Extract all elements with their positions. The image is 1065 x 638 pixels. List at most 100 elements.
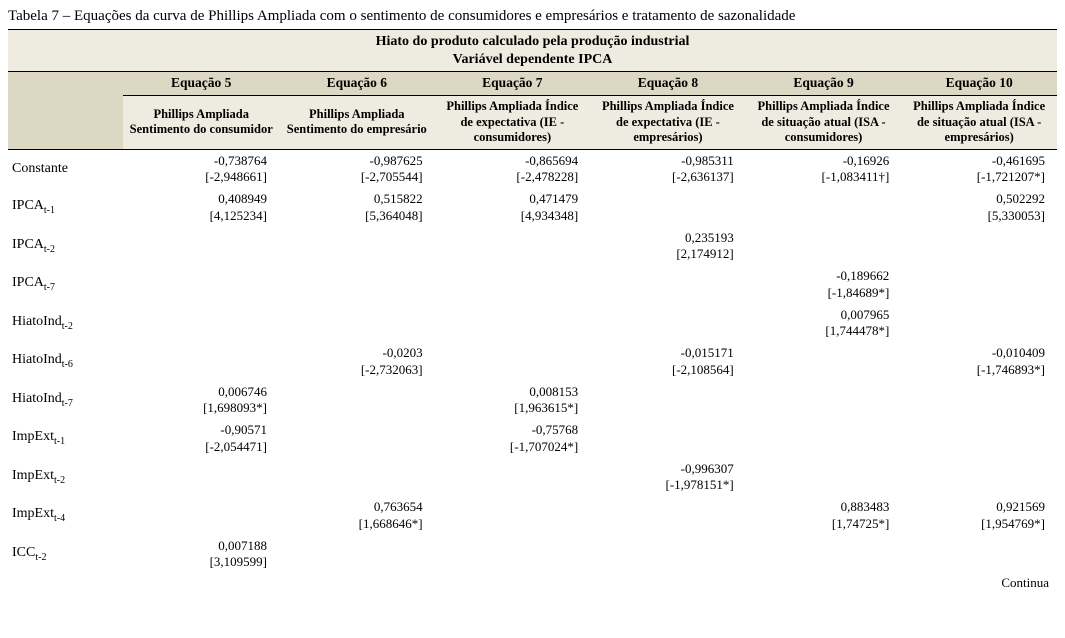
value-cell — [279, 458, 435, 497]
table-row: IPCAt-7 -0,189662[-1,84689*] — [8, 265, 1057, 304]
value-cell — [746, 381, 902, 420]
eq-header-6: Equação 6 — [279, 72, 435, 96]
value-cell — [435, 535, 591, 574]
value-cell — [123, 458, 279, 497]
value-cell — [123, 342, 279, 381]
value-cell — [435, 342, 591, 381]
eq-header-7: Equação 7 — [435, 72, 591, 96]
top-header-line2: Variável dependente IPCA — [453, 52, 613, 67]
value-cell: 0,883483[1,74725*] — [746, 496, 902, 535]
value-cell: 0,763654[1,668646*] — [279, 496, 435, 535]
value-cell: -0,015171[-2,108564] — [590, 342, 746, 381]
table-row: HiatoIndt-6 -0,0203[-2,732063] -0,015171[-… — [8, 342, 1057, 381]
value-cell — [901, 535, 1057, 574]
phillips-table: Hiato do produto calculado pela produção… — [8, 29, 1057, 573]
value-cell — [123, 227, 279, 266]
value-cell: 0,471479[4,934348] — [435, 188, 591, 227]
eq-sub-7: Phillips Ampliada Índice de expectativa … — [435, 95, 591, 149]
value-cell: 0,235193[2,174912] — [590, 227, 746, 266]
value-cell — [435, 496, 591, 535]
value-cell — [590, 381, 746, 420]
value-cell — [746, 188, 902, 227]
table-body: Constante-0,738764[-2,948661]-0,987625[-… — [8, 149, 1057, 573]
top-header: Hiato do produto calculado pela produção… — [8, 30, 1057, 72]
eq-header-8: Equação 8 — [590, 72, 746, 96]
value-cell: 0,007965[1,744478*] — [746, 304, 902, 343]
value-cell: 0,008153[1,963615*] — [435, 381, 591, 420]
value-cell — [590, 304, 746, 343]
value-cell — [279, 419, 435, 458]
value-cell: -0,0203[-2,732063] — [279, 342, 435, 381]
continua-label: Continua — [8, 575, 1057, 591]
eq-sub-6: Phillips Ampliada Sentimento do empresár… — [279, 95, 435, 149]
value-cell: -0,189662[-1,84689*] — [746, 265, 902, 304]
value-cell: 0,408949[4,125234] — [123, 188, 279, 227]
table-row: HiatoIndt-70,006746[1,698093*] 0,008153[1… — [8, 381, 1057, 420]
table-row: ImpExtt-4 0,763654[1,668646*] 0,883483[1,7… — [8, 496, 1057, 535]
value-cell — [435, 458, 591, 497]
value-cell — [279, 227, 435, 266]
value-cell — [590, 419, 746, 458]
value-cell: -0,16926[-1,083411†] — [746, 149, 902, 188]
value-cell: 0,515822[5,364048] — [279, 188, 435, 227]
eq-sub-10: Phillips Ampliada Índice de situação atu… — [901, 95, 1057, 149]
table-row: ICCt-20,007188[3,109599] — [8, 535, 1057, 574]
table-caption: Tabela 7 – Equações da curva de Phillips… — [8, 8, 1057, 25]
value-cell — [901, 304, 1057, 343]
value-cell: 0,006746[1,698093*] — [123, 381, 279, 420]
value-cell: -0,996307[-1,978151*] — [590, 458, 746, 497]
value-cell — [279, 535, 435, 574]
value-cell — [123, 265, 279, 304]
table-row: IPCAt-10,408949[4,125234]0,515822[5,3640… — [8, 188, 1057, 227]
variable-label: ImpExtt-1 — [8, 419, 123, 458]
eq-sub-9: Phillips Ampliada Índice de situação atu… — [746, 95, 902, 149]
variable-label: IPCAt-7 — [8, 265, 123, 304]
value-cell: 0,007188[3,109599] — [123, 535, 279, 574]
top-header-line1: Hiato do produto calculado pela produção… — [376, 34, 690, 49]
value-cell — [590, 188, 746, 227]
value-cell — [901, 265, 1057, 304]
value-cell: -0,987625[-2,705544] — [279, 149, 435, 188]
eq-header-5: Equação 5 — [123, 72, 279, 96]
eq-sub-8: Phillips Ampliada Índice de expectativa … — [590, 95, 746, 149]
variable-label: ImpExtt-2 — [8, 458, 123, 497]
variable-label: ImpExtt-4 — [8, 496, 123, 535]
value-cell — [746, 342, 902, 381]
table-row: Constante-0,738764[-2,948661]-0,987625[-… — [8, 149, 1057, 188]
value-cell — [901, 227, 1057, 266]
value-cell: -0,90571[-2,054471] — [123, 419, 279, 458]
value-cell: -0,865694[-2,478228] — [435, 149, 591, 188]
value-cell — [590, 496, 746, 535]
variable-label: ICCt-2 — [8, 535, 123, 574]
variable-label: HiatoIndt-2 — [8, 304, 123, 343]
value-cell — [279, 381, 435, 420]
value-cell: -0,461695[-1,721207*] — [901, 149, 1057, 188]
value-cell — [435, 227, 591, 266]
eq-sub-5: Phillips Ampliada Sentimento do consumid… — [123, 95, 279, 149]
value-cell: -0,985311[-2,636137] — [590, 149, 746, 188]
table-row: ImpExtt-1-0,90571[-2,054471] -0,75768[-1,… — [8, 419, 1057, 458]
value-cell — [746, 458, 902, 497]
value-cell — [123, 496, 279, 535]
value-cell — [279, 304, 435, 343]
value-cell — [901, 381, 1057, 420]
value-cell — [590, 265, 746, 304]
table-row: ImpExtt-2 -0,996307[-1,978151*] — [8, 458, 1057, 497]
value-cell — [746, 535, 902, 574]
value-cell — [590, 535, 746, 574]
value-cell: 0,502292[5,330053] — [901, 188, 1057, 227]
variable-label: Constante — [8, 149, 123, 188]
variable-label: IPCAt-2 — [8, 227, 123, 266]
eq-header-9: Equação 9 — [746, 72, 902, 96]
value-cell — [901, 458, 1057, 497]
variable-label: IPCAt-1 — [8, 188, 123, 227]
value-cell — [435, 265, 591, 304]
value-cell — [279, 265, 435, 304]
variable-label: HiatoIndt-6 — [8, 342, 123, 381]
value-cell: -0,738764[-2,948661] — [123, 149, 279, 188]
variable-label: HiatoIndt-7 — [8, 381, 123, 420]
value-cell — [123, 304, 279, 343]
value-cell — [746, 227, 902, 266]
value-cell: -0,75768[-1,707024*] — [435, 419, 591, 458]
eq-header-10: Equação 10 — [901, 72, 1057, 96]
